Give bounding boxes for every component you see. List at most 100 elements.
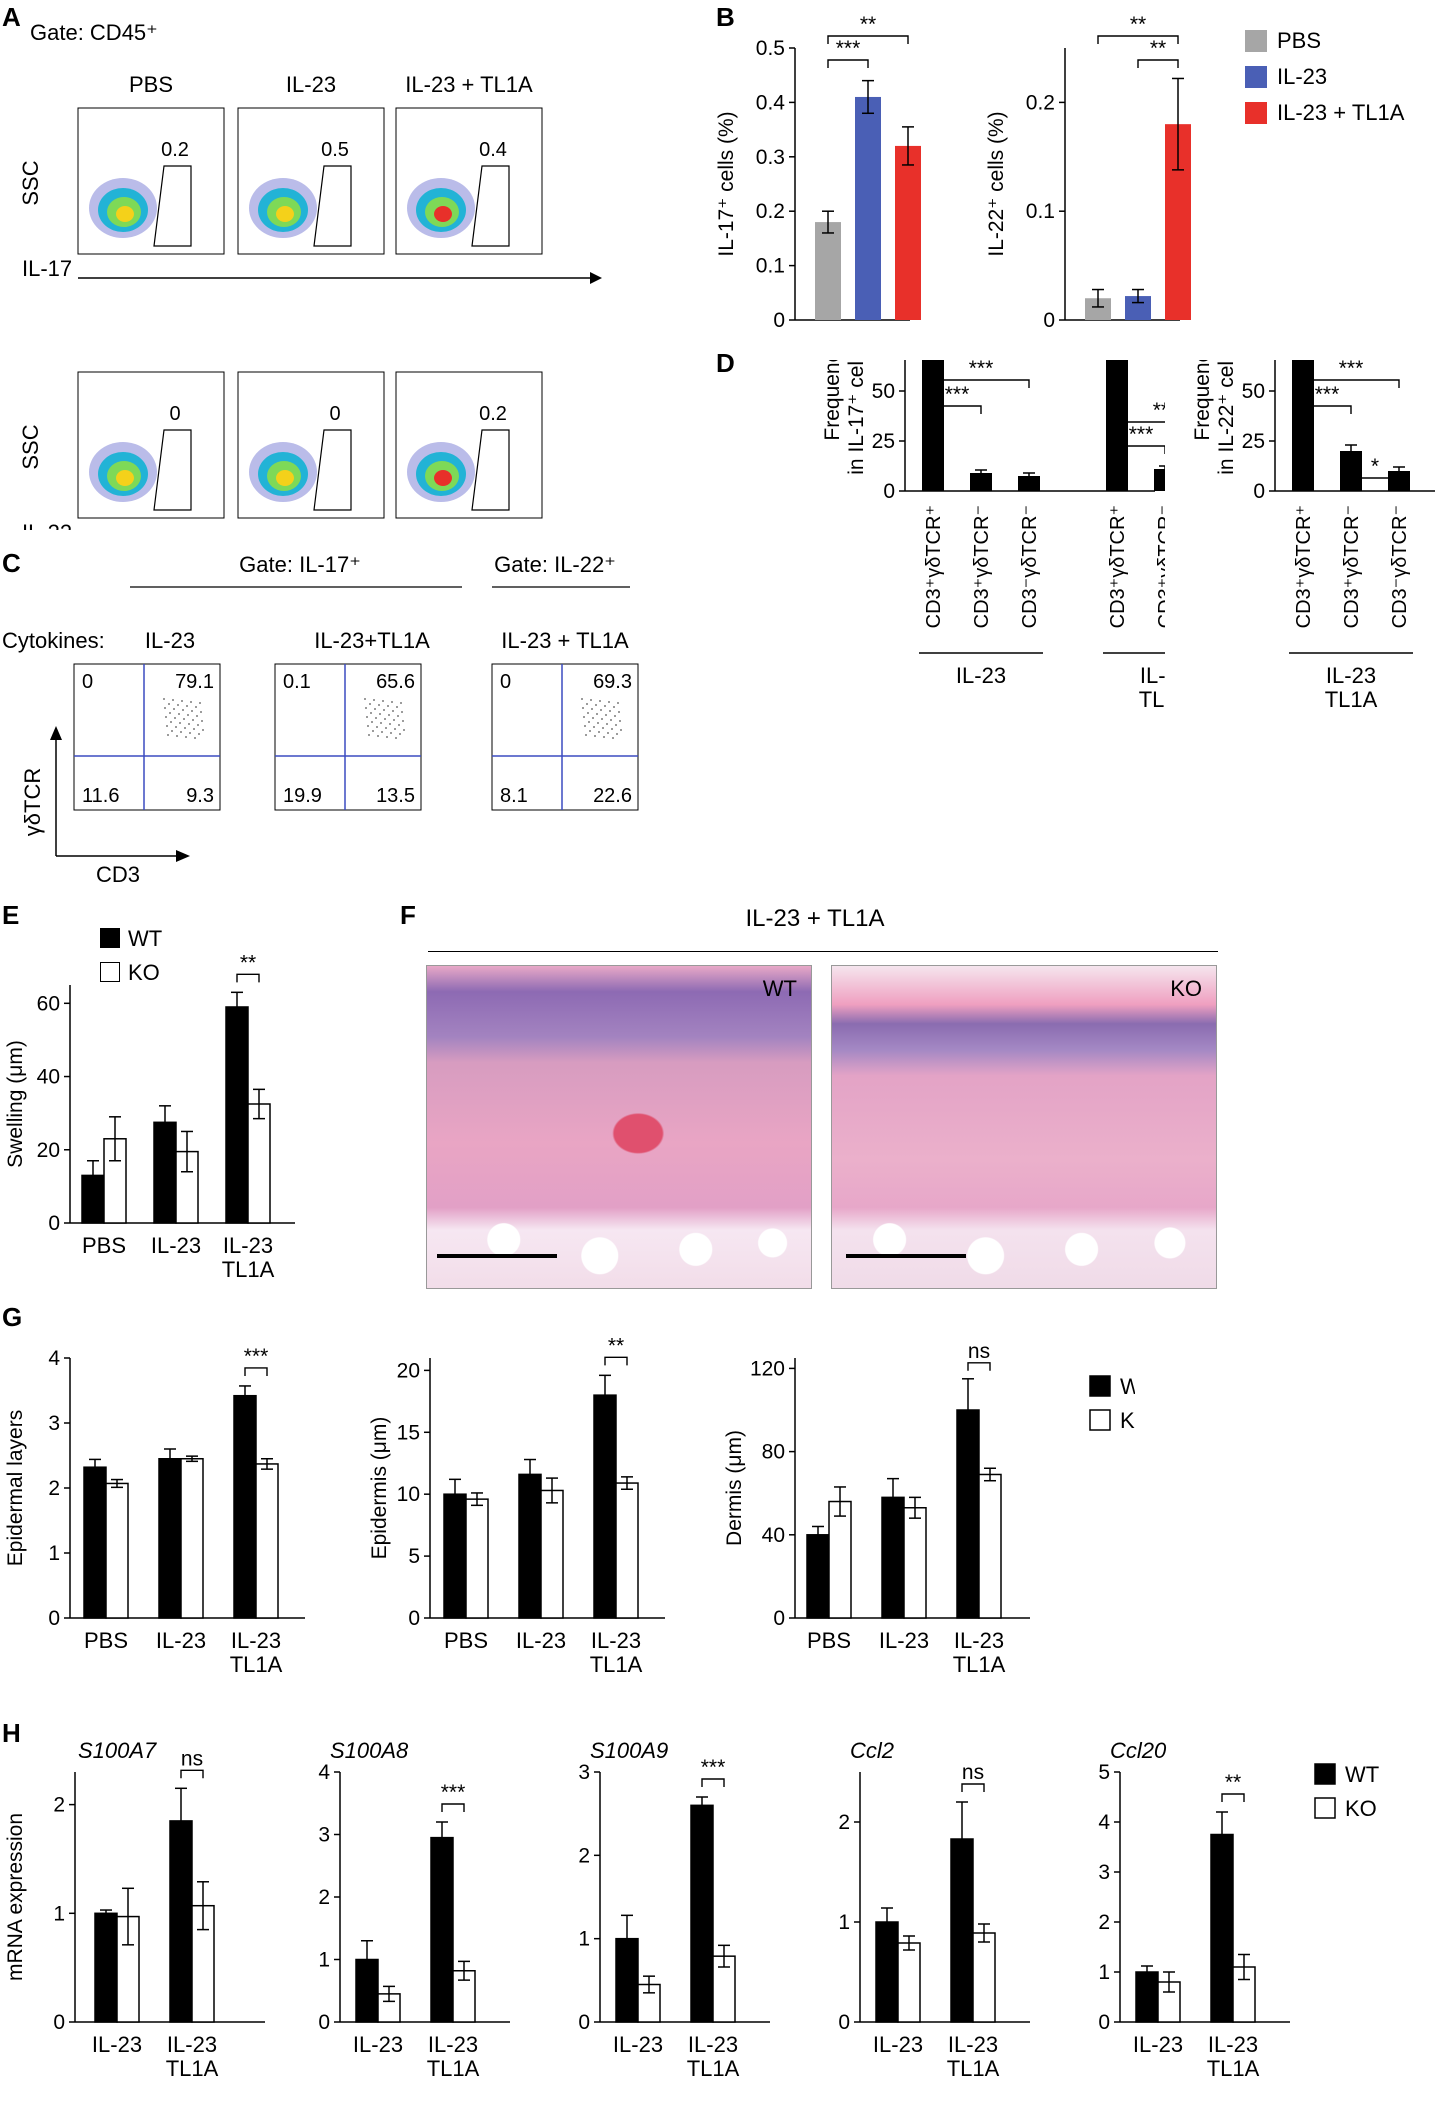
quadrant-lr: 9.3 (186, 785, 214, 807)
event-dot (605, 714, 607, 716)
x-category-label: IL-23 (879, 1628, 929, 1653)
x-category-label: IL-23 (156, 1628, 206, 1653)
significance-label: * (1371, 455, 1379, 478)
x-category-label: TL1A (427, 2056, 480, 2081)
y-tick-label: 25 (1242, 430, 1265, 453)
x-category-label: IL-23 (428, 2032, 478, 2057)
quadrant-ul: 0 (500, 671, 511, 693)
x-category-label: IL-23 (353, 2032, 403, 2057)
legend-swatch (1089, 1375, 1111, 1397)
density-core (276, 206, 294, 222)
y-axis-label: IL-22⁺ cells (%) (985, 111, 1008, 256)
x-category-label: IL-23 (151, 1233, 201, 1258)
x-category-label: TL1A (947, 2056, 1000, 2081)
y-tick-label: 80 (762, 1441, 785, 1464)
x-category-label: IL-23 (223, 1233, 273, 1258)
bar-wt (430, 1836, 454, 2023)
event-dot (593, 726, 595, 728)
y-tick-label: 3 (1098, 1861, 1110, 1884)
event-dot (393, 719, 395, 721)
bar-ko (247, 1103, 271, 1224)
event-dot (401, 711, 403, 713)
legend-swatch (1089, 1409, 1111, 1431)
significance-label: ns (968, 1340, 990, 1363)
quadrant-ll: 19.9 (283, 785, 322, 807)
gate-percentage: 0 (329, 403, 340, 425)
y-tick-label: 0 (838, 2011, 850, 2034)
event-dot (384, 718, 386, 720)
y-tick-label: 0.1 (1026, 200, 1055, 223)
flow-plot: 0.4 (395, 107, 543, 255)
flow-plot-frame (395, 371, 543, 519)
y-axis-label: Swelling (μm) (4, 1040, 27, 1168)
significance-bracket (932, 379, 1030, 388)
event-dot (167, 734, 169, 736)
flow-panel-a: Gate: CD45⁺ PBS IL-23 IL-23 + TL1A SSC 0.2 0.5… (18, 20, 602, 530)
panel-letter-h: H (2, 1718, 21, 1748)
y-tick-label: 0.4 (756, 91, 786, 114)
significance-bracket (1097, 35, 1179, 44)
legend-label: WT (1120, 1374, 1135, 1399)
event-dot (174, 717, 176, 719)
y-tick-label: 0 (48, 1212, 60, 1235)
event-dot (612, 737, 614, 739)
event-dot (395, 737, 397, 739)
x-category-label: IL-23 (688, 2032, 738, 2057)
event-dot (597, 722, 599, 724)
x-category-label: TL1A (222, 1257, 275, 1282)
significance-label: *** (969, 360, 994, 380)
event-dot (399, 733, 401, 735)
gate-percentage: 0.2 (161, 139, 189, 161)
event-dot (382, 700, 384, 702)
y-tick-label: 0 (318, 2011, 330, 2034)
event-dot (596, 713, 598, 715)
gate-polygon (313, 429, 352, 511)
bar-wt (875, 1921, 899, 2023)
event-dot (200, 711, 202, 713)
event-dot (614, 715, 616, 717)
y-tick-label: 5 (1098, 1761, 1110, 1784)
flow-plot-frame (77, 371, 225, 519)
event-dot (398, 724, 400, 726)
event-dot (190, 701, 192, 703)
y-tick-label: 0 (48, 1607, 60, 1630)
event-dot (389, 723, 391, 725)
event-dot (598, 731, 600, 733)
density-core (116, 206, 134, 222)
event-dot (371, 721, 373, 723)
event-dot (185, 736, 187, 738)
quadrant-plot-frame (491, 663, 639, 811)
y-tick-label: 25 (872, 430, 895, 453)
y-tick-label: 2 (318, 1886, 330, 1909)
event-dot (392, 710, 394, 712)
legend-swatch (1245, 102, 1267, 124)
bar (970, 473, 992, 491)
panel-letter-g: G (2, 1302, 23, 1332)
event-dot (175, 726, 177, 728)
event-dot (587, 712, 589, 714)
x-category-label: CD3⁺γδTCR⁻ (1155, 505, 1165, 628)
event-dot (176, 735, 178, 737)
bar-ko (972, 1932, 996, 2023)
quadrant-lr: 13.5 (376, 785, 415, 807)
histology-image-ko: KO (831, 965, 1217, 1289)
cytokine-condition: IL-23+TL1A (314, 628, 430, 653)
chart-b-il17: 0 0.1 0.2 0.3 0.4 0.5 IL-17⁺ cells (%) ***** (715, 13, 921, 330)
y-tick-label: 0 (408, 1607, 420, 1630)
significance-bracket (827, 35, 909, 44)
flow-plot: 0.2 (77, 107, 225, 255)
quadrant-ur: 69.3 (593, 671, 632, 693)
event-dot (194, 737, 196, 739)
bar-ko (978, 1473, 1002, 1619)
bar (815, 222, 841, 320)
y-tick-label: 0.1 (756, 255, 785, 278)
event-dot (163, 698, 165, 700)
event-dot (370, 712, 372, 714)
event-dot (606, 723, 608, 725)
event-dot (173, 708, 175, 710)
panel-letter-b: B (716, 2, 735, 32)
x-category-label: IL-23 (516, 1628, 566, 1653)
